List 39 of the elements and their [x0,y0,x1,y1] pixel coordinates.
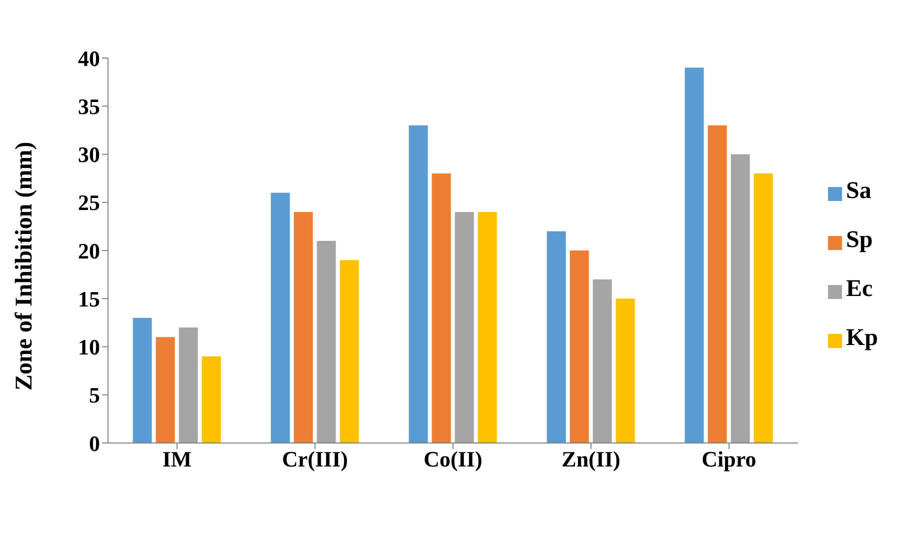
y-tick-label: 0 [89,430,100,456]
bar [616,298,635,443]
y-axis-title: Zone of Inhibition (mm) [12,142,38,390]
x-tick-label: Co(II) [424,446,482,472]
bar [316,240,336,443]
bar [708,125,727,443]
bar [684,68,704,443]
y-tick-label: 20 [78,238,100,264]
y-tick-label: 5 [89,382,100,408]
y-tick-label: 10 [78,334,100,360]
bar [202,356,221,443]
bar [432,174,451,443]
y-tick-label: 15 [78,286,100,312]
bar [156,337,175,443]
legend-label: Ec [846,276,873,302]
x-tick-label: Cr(III) [282,446,348,472]
bar [730,154,750,443]
bar [340,260,359,443]
y-tick-label: 30 [78,142,100,168]
x-tick-label: IM [162,446,192,472]
bar [178,328,198,443]
legend-label: Sa [846,178,872,204]
x-tick-label: Cipro [702,446,756,472]
bar [454,212,474,443]
legend-label: Sp [846,226,873,252]
bar [270,192,290,443]
bar [132,318,152,443]
bar [294,212,313,443]
bar [546,231,566,443]
bar [570,250,589,443]
y-tick-label: 25 [78,190,100,216]
legend-label: Kp [846,324,878,350]
y-tick-label: 35 [78,94,100,119]
bar [592,279,612,443]
bar [754,174,773,443]
x-tick-label: Zn(II) [562,446,620,472]
y-tick-label: 40 [78,46,100,71]
bar [408,125,428,443]
bar [478,212,497,443]
